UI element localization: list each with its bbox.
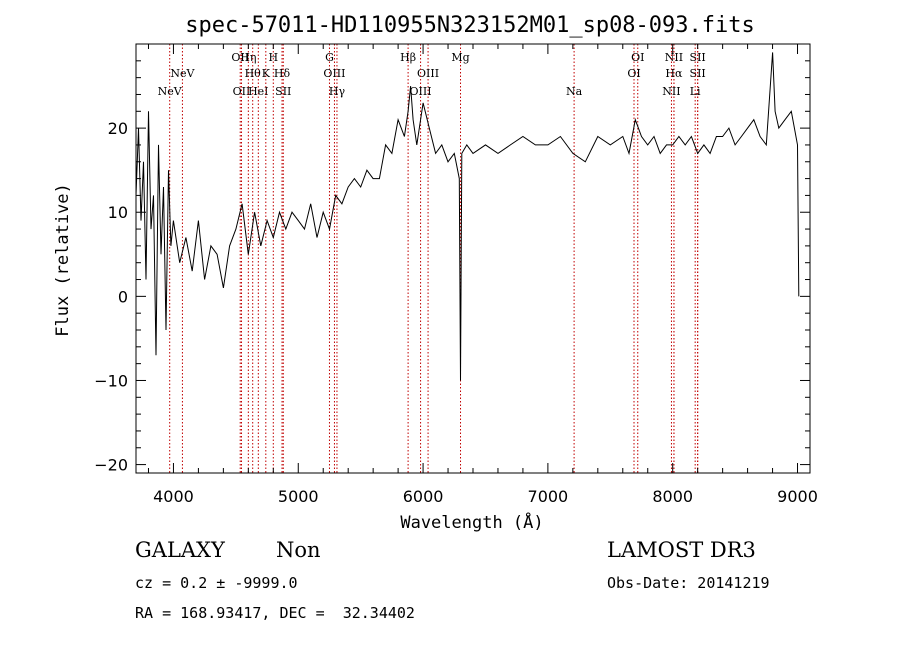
plot-frame bbox=[135, 43, 811, 474]
chart-title: spec-57011-HD110955N323152M01_sp08-093.f… bbox=[185, 13, 755, 38]
line-marker-label: Hη bbox=[240, 51, 256, 64]
line-marker-label: Li bbox=[690, 85, 701, 98]
x-tick-label: 5000 bbox=[278, 487, 319, 506]
line-marker-label: G bbox=[325, 51, 334, 64]
y-tick-label: 20 bbox=[108, 119, 128, 138]
line-marker-label: NeV bbox=[158, 85, 183, 98]
y-tick-label: 10 bbox=[108, 203, 128, 222]
line-marker-label: OIII bbox=[410, 85, 432, 98]
line-marker-label: HeI bbox=[248, 85, 268, 98]
y-tick-label: −10 bbox=[94, 371, 128, 390]
line-marker-label: OIII bbox=[417, 67, 439, 80]
x-tick-label: 9000 bbox=[777, 487, 818, 506]
y-tick-label: −20 bbox=[94, 456, 128, 475]
line-marker-label: H bbox=[268, 51, 278, 64]
line-marker-label: K bbox=[262, 67, 271, 80]
line-marker-label: OII bbox=[231, 51, 249, 64]
line-marker-label: Na bbox=[566, 85, 583, 98]
redshift-text: cz = 0.2 ± -9999.0 bbox=[135, 574, 298, 592]
line-marker-label: NeV bbox=[170, 67, 195, 80]
x-tick-label: 8000 bbox=[652, 487, 693, 506]
line-marker-label: Hδ bbox=[274, 67, 291, 80]
survey-label: LAMOST DR3 bbox=[607, 538, 756, 562]
line-marker-label: NII bbox=[665, 51, 683, 64]
line-marker-label: Hγ bbox=[329, 85, 346, 98]
line-marker-label: Hθ bbox=[245, 67, 262, 80]
spectrum-series-line bbox=[135, 52, 800, 381]
line-marker-label: OI bbox=[627, 67, 640, 80]
line-marker-label: OIII bbox=[323, 67, 345, 80]
line-marker-label: OI bbox=[631, 51, 644, 64]
coordinates-text: RA = 168.93417, DEC = 32.34402 bbox=[135, 604, 415, 622]
x-tick-label: 4000 bbox=[153, 487, 194, 506]
line-marker-label: SII bbox=[275, 85, 291, 98]
line-marker-label: Mg bbox=[451, 51, 469, 64]
x-tick-label: 6000 bbox=[403, 487, 444, 506]
x-axis-label: Wavelength (Å) bbox=[400, 511, 543, 533]
y-tick-label: 0 bbox=[118, 287, 128, 306]
line-marker-label: Hβ bbox=[400, 51, 416, 64]
line-marker-label: NII bbox=[662, 85, 680, 98]
object-class: GALAXY bbox=[135, 538, 225, 562]
line-marker-label: Hα bbox=[665, 67, 683, 80]
line-marker-label: SII bbox=[690, 51, 706, 64]
x-tick-label: 7000 bbox=[528, 487, 569, 506]
obs-date-text: Obs-Date: 20141219 bbox=[607, 574, 770, 592]
object-subclass: Non bbox=[276, 538, 321, 562]
y-axis-label: Flux (relative) bbox=[53, 183, 73, 337]
line-marker-label: OII bbox=[233, 85, 251, 98]
axis-ticks: 4000 5000 6000 7000 8000 9000 −20 −10 0 10 20 bbox=[94, 44, 818, 506]
line-marker-label: SII bbox=[690, 67, 706, 80]
line-markers: NeVNeVOIIOIIHηHθHeIKHHδSIIGOIIIHγHβOIIIO… bbox=[158, 44, 706, 473]
